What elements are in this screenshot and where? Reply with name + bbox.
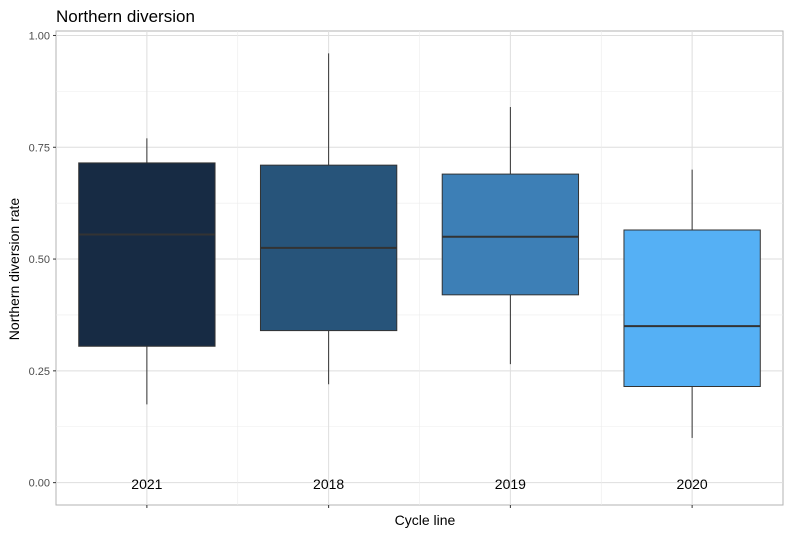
x-tick-label: 2018	[313, 476, 344, 492]
box-2020	[623, 169, 761, 438]
boxes-layer	[78, 53, 761, 438]
x-tick-label: 2021	[131, 476, 162, 492]
box-body	[78, 162, 216, 347]
y-tick-label: 1.00	[29, 30, 50, 42]
x-tick-label: 2019	[495, 476, 526, 492]
y-axis-ticks: 0.00 0.25 0.50 0.75 1.00	[29, 30, 56, 490]
x-axis-ticks: 2021 2018 2019 2020	[131, 476, 708, 508]
box-2021	[78, 138, 216, 405]
y-tick-label: 0.75	[29, 142, 50, 154]
box-body	[441, 173, 580, 296]
y-tick-label: 0.50	[29, 254, 50, 266]
chart-title: Northern diversion	[56, 7, 195, 26]
y-axis-title: Northern diversion rate	[6, 198, 22, 341]
x-axis-title: Cycle line	[395, 512, 456, 528]
box-2018	[259, 53, 398, 385]
box-body	[623, 229, 761, 387]
box-2019	[441, 107, 580, 365]
x-tick-label: 2020	[677, 476, 708, 492]
y-tick-label: 0.00	[29, 478, 50, 490]
y-tick-label: 0.25	[29, 366, 50, 378]
